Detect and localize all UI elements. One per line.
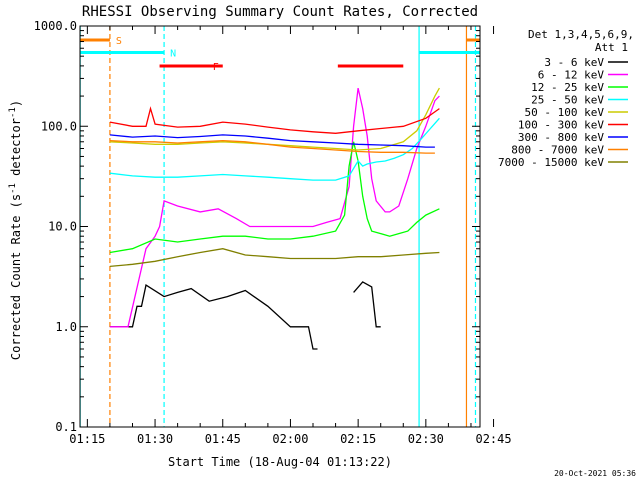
- x-tick-label: 02:00: [272, 432, 308, 446]
- flag-bar-label: S: [116, 36, 122, 47]
- x-tick-label: 01:30: [137, 432, 173, 446]
- y-tick-label: 0.1: [55, 420, 77, 434]
- y-axis-ticks: 0.1 1.0 10.0 100.0 1000.0: [34, 19, 480, 434]
- series-line: [109, 248, 440, 268]
- x-tick-label: 02:30: [408, 432, 444, 446]
- legend-entry-label: 25 - 50 keV: [531, 94, 604, 107]
- chart-title: RHESSI Observing Summary Count Rates, Co…: [82, 4, 478, 20]
- series-line: [109, 281, 381, 350]
- x-tick-label: 01:15: [69, 432, 105, 446]
- y-tick-label: 1000.0: [34, 19, 77, 33]
- x-tick-label: 02:45: [475, 432, 511, 446]
- y-tick-label: 100.0: [41, 119, 77, 133]
- x-tick-label: 02:15: [340, 432, 376, 446]
- legend-entry-label: 3 - 6 keV: [544, 56, 604, 69]
- y-tick-label: 1.0: [55, 320, 77, 334]
- y-label-part-3: ): [9, 100, 23, 107]
- series-line: [109, 87, 440, 151]
- legend-entry-label: 100 - 300 keV: [518, 119, 604, 132]
- legend-header-1: Det 1,3,4,5,6,9,: [528, 28, 634, 41]
- flag-bar-label: N: [170, 49, 176, 60]
- y-axis-label: Corrected Count Rate (s-1 detector-1): [8, 100, 23, 360]
- legend-entry-label: 50 - 100 keV: [525, 106, 605, 119]
- y-label-part-1: Corrected Count Rate (s: [9, 194, 23, 360]
- series-line: [109, 106, 440, 134]
- y-label-sup-1: -1: [8, 183, 18, 194]
- legend-entry-label: 800 - 7000 keV: [511, 144, 604, 157]
- footer-timestamp: 20-Oct-2021 05:36: [554, 469, 636, 478]
- y-tick-label: 10.0: [48, 220, 77, 234]
- series-line: [109, 117, 440, 181]
- legend-header-2: Att 1: [595, 41, 628, 54]
- series-line: [109, 139, 435, 154]
- legend-entry-label: 7000 - 15000 keV: [498, 156, 604, 169]
- legend-entry-label: 300 - 800 keV: [518, 131, 604, 144]
- y-label-sup-2: -1: [8, 107, 18, 118]
- legend-entry-label: 6 - 12 keV: [538, 69, 605, 82]
- y-label-part-2: detector: [9, 118, 23, 183]
- legend-entry-label: 12 - 25 keV: [531, 81, 604, 94]
- x-axis-ticks: 01:15 01:30 01:45 02:00 02:15 02:30 02:45: [69, 26, 512, 446]
- series-lines: [109, 87, 440, 350]
- flag-bar-label: F: [213, 62, 219, 73]
- svg-text:Corrected Count Rate (s-1 dete: Corrected Count Rate (s-1 detector-1): [8, 100, 23, 360]
- x-axis-label: Start Time (18-Aug-04 01:13:22): [168, 455, 392, 469]
- flag-bars: S N F: [80, 36, 480, 73]
- series-line: [109, 134, 435, 148]
- x-tick-label: 01:45: [205, 432, 241, 446]
- series-line: [109, 87, 440, 328]
- series-line: [109, 141, 440, 254]
